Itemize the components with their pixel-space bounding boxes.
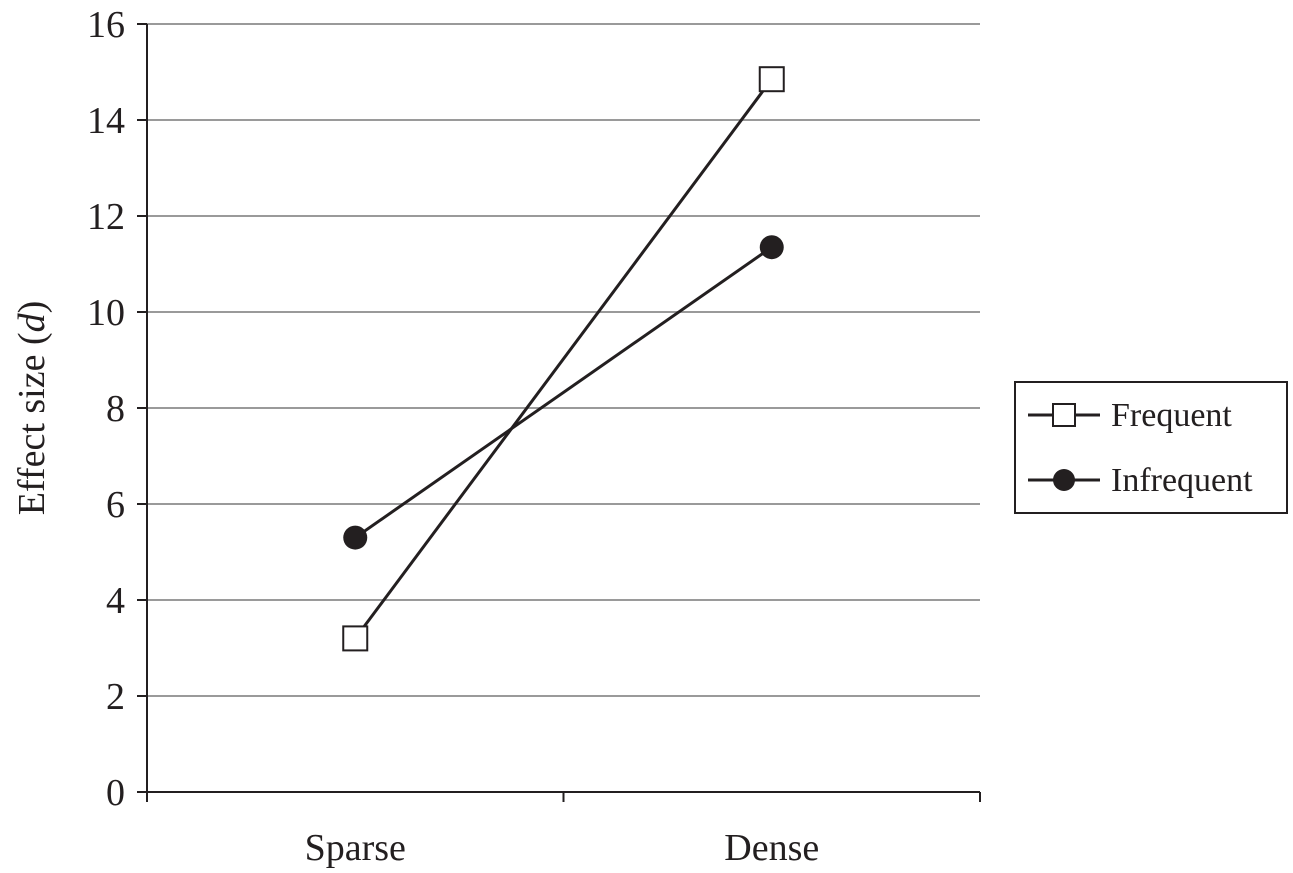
y-tick-label: 16 <box>87 4 125 46</box>
y-axis-title-variable: d <box>11 312 53 332</box>
legend-label-infrequent: Infrequent <box>1111 462 1253 499</box>
gridlines <box>147 23 980 697</box>
data-point-frequent <box>342 625 369 652</box>
x-ticks: Sparse Dense <box>146 792 981 869</box>
y-ticks: 0 2 4 6 8 10 12 14 16 <box>87 4 147 814</box>
y-tick-label: 4 <box>106 580 125 622</box>
data-point-infrequent <box>343 525 368 550</box>
y-tick-label: 8 <box>106 388 125 430</box>
y-tick-label: 10 <box>87 292 125 334</box>
series-group <box>342 66 785 652</box>
legend-marker-infrequent <box>1053 469 1075 491</box>
y-axis-title-suffix: ) <box>11 301 53 314</box>
y-tick-label: 12 <box>87 196 125 238</box>
legend-marker-frequent <box>1052 403 1076 427</box>
data-point-infrequent <box>759 235 784 260</box>
legend-label-frequent: Frequent <box>1111 397 1232 434</box>
series-line-frequent <box>354 78 773 640</box>
legend-box <box>1014 381 1288 514</box>
data-point-frequent <box>758 66 785 93</box>
y-tick-label: 2 <box>106 676 125 718</box>
x-tick-label: Dense <box>724 827 819 869</box>
series-line-infrequent <box>354 245 773 539</box>
y-tick-label: 6 <box>106 484 125 526</box>
legend: Frequent Infrequent <box>1014 381 1288 514</box>
y-tick-label: 0 <box>106 772 125 814</box>
x-tick-label: Sparse <box>305 827 406 869</box>
y-axis-title: Effect size (d) <box>11 301 53 516</box>
y-axis-title-prefix: Effect size ( <box>11 332 53 515</box>
y-tick-label: 14 <box>87 100 125 142</box>
